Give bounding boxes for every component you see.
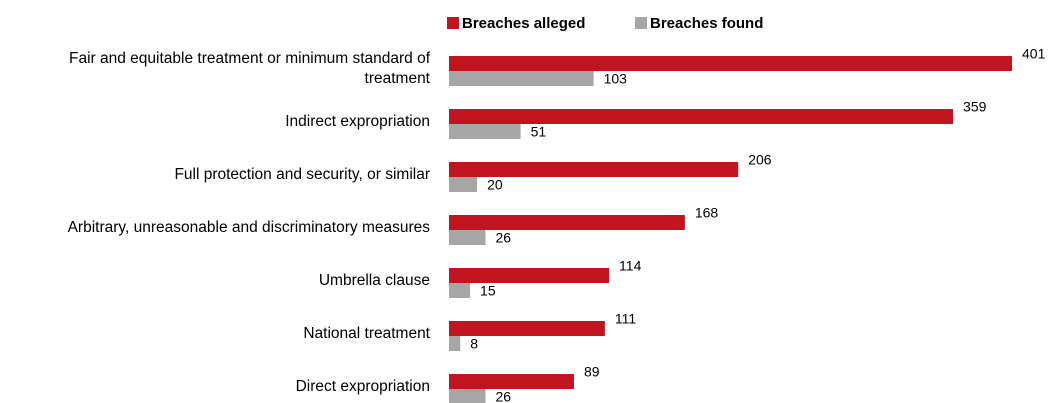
value-label: 26 (496, 389, 512, 403)
value-label: 103 (604, 71, 628, 87)
bar (449, 336, 461, 351)
bar (449, 215, 685, 230)
category-label: Full protection and security, or similar (174, 166, 430, 183)
value-label: 89 (584, 364, 600, 380)
bar (449, 389, 486, 403)
value-label: 401 (1022, 46, 1046, 62)
bar (449, 124, 521, 139)
value-label: 168 (695, 205, 719, 221)
category-label: National treatment (303, 325, 430, 342)
value-label: 206 (748, 152, 772, 168)
legend-label: Breaches found (650, 15, 763, 32)
bar (449, 321, 605, 336)
value-label: 26 (496, 230, 512, 246)
legend-swatch (635, 17, 647, 29)
bar (449, 268, 610, 283)
bar (449, 71, 594, 86)
bar (449, 177, 478, 192)
value-label: 111 (615, 311, 636, 327)
legend-swatch (447, 17, 459, 29)
bar (449, 283, 471, 298)
bar (449, 230, 486, 245)
legend-label: Breaches alleged (462, 15, 585, 32)
value-label: 15 (480, 283, 496, 299)
value-label: 8 (470, 336, 478, 352)
category-label: Direct expropriation (295, 378, 430, 395)
bar (449, 162, 739, 177)
bar (449, 56, 1012, 71)
value-label: 114 (619, 258, 642, 274)
category-label: Fair and equitable treatment or minimum … (69, 50, 430, 87)
bar (449, 109, 954, 124)
value-label: 20 (487, 177, 503, 193)
value-label: 359 (963, 99, 987, 115)
category-label: Arbitrary, unreasonable and discriminato… (67, 219, 430, 236)
bar (449, 374, 574, 389)
category-label: Indirect expropriation (285, 113, 430, 130)
category-label: Umbrella clause (318, 272, 430, 289)
value-label: 51 (531, 124, 547, 140)
